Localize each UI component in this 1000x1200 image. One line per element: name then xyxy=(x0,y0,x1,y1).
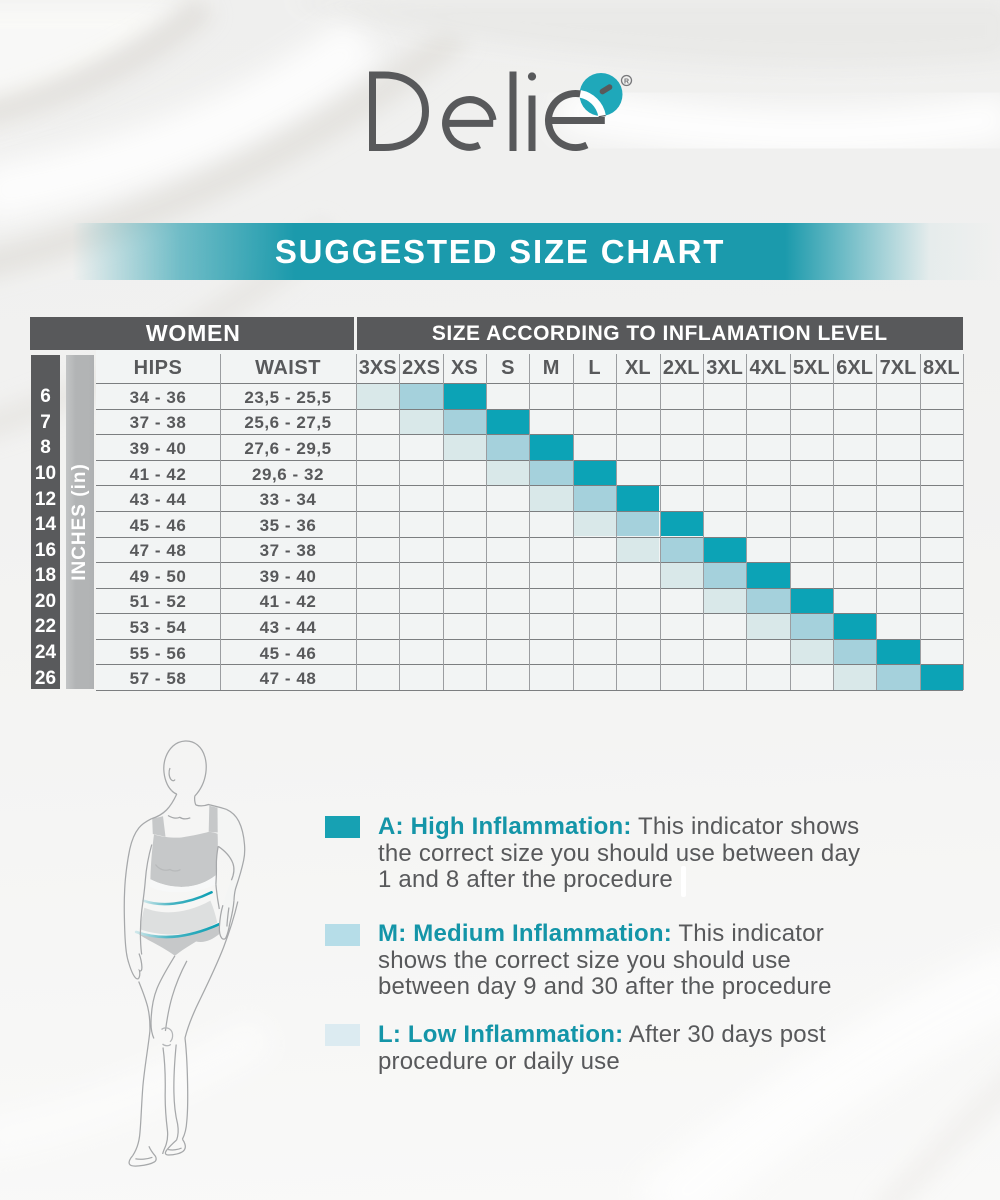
svg-text:R: R xyxy=(624,79,629,86)
